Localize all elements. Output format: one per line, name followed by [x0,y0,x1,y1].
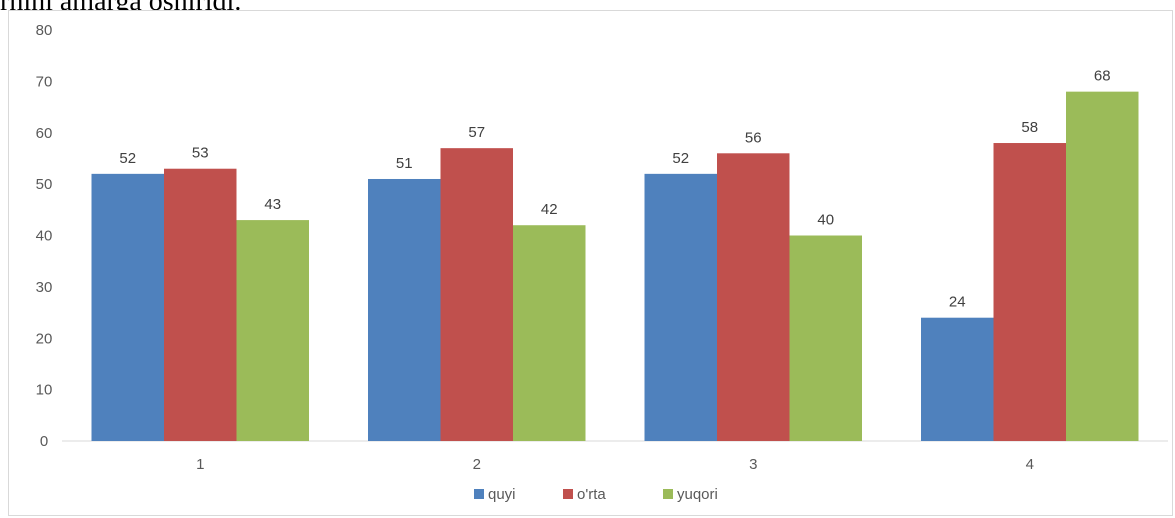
y-tick-label: 20 [36,330,53,347]
legend-label: o'rta [577,486,606,503]
bar-orta-3 [717,153,790,442]
legend-label: quyi [488,486,516,503]
y-tick-label: 60 [36,125,53,142]
bars-layer [91,91,1139,442]
bar-quyi-3 [644,173,717,441]
bar-quyi-1 [91,173,164,441]
bar-yuqori-4 [1066,91,1139,442]
bar-quyi-4 [921,317,994,441]
legend-swatch [474,489,484,499]
data-label: 42 [541,201,558,218]
bar-yuqori-1 [236,220,309,441]
bar-yuqori-3 [789,235,862,441]
bar-quyi-2 [368,178,441,442]
data-label: 68 [1094,68,1111,85]
y-tick-label: 0 [40,433,48,450]
data-labels-layer: 52 53 43 51 57 42 52 56 40 24 58 68 [119,68,1110,311]
bar-orta-4 [993,143,1066,441]
data-label: 24 [949,294,966,311]
x-tick-label: 4 [1026,456,1034,473]
x-tick-label: 1 [196,456,204,473]
data-label: 53 [192,145,209,162]
y-tick-label: 80 [36,22,53,39]
y-tick-label: 30 [36,279,53,296]
y-tick-label: 50 [36,176,53,193]
x-tick-label: 3 [749,456,757,473]
data-label: 58 [1021,119,1038,136]
data-label: 43 [264,196,281,213]
legend-swatch [563,489,573,499]
y-tick-label: 10 [36,382,53,399]
data-label: 52 [672,150,689,167]
bar-orta-1 [164,168,237,441]
bar-orta-2 [440,148,513,441]
data-label: 40 [817,212,834,229]
x-tick-label: 2 [473,456,481,473]
data-label: 56 [745,129,762,146]
axis-layer: 0 10 20 30 40 50 60 70 80 1 2 3 4 [36,22,1168,473]
y-tick-label: 40 [36,228,53,245]
data-label: 52 [119,150,136,167]
legend-swatch [663,489,673,499]
bar-yuqori-2 [513,225,586,441]
legend-label: yuqori [677,486,718,503]
legend: quyi o'rta yuqori [474,486,718,503]
data-label: 57 [468,124,485,141]
data-label: 51 [396,155,413,172]
y-tick-label: 70 [36,73,53,90]
